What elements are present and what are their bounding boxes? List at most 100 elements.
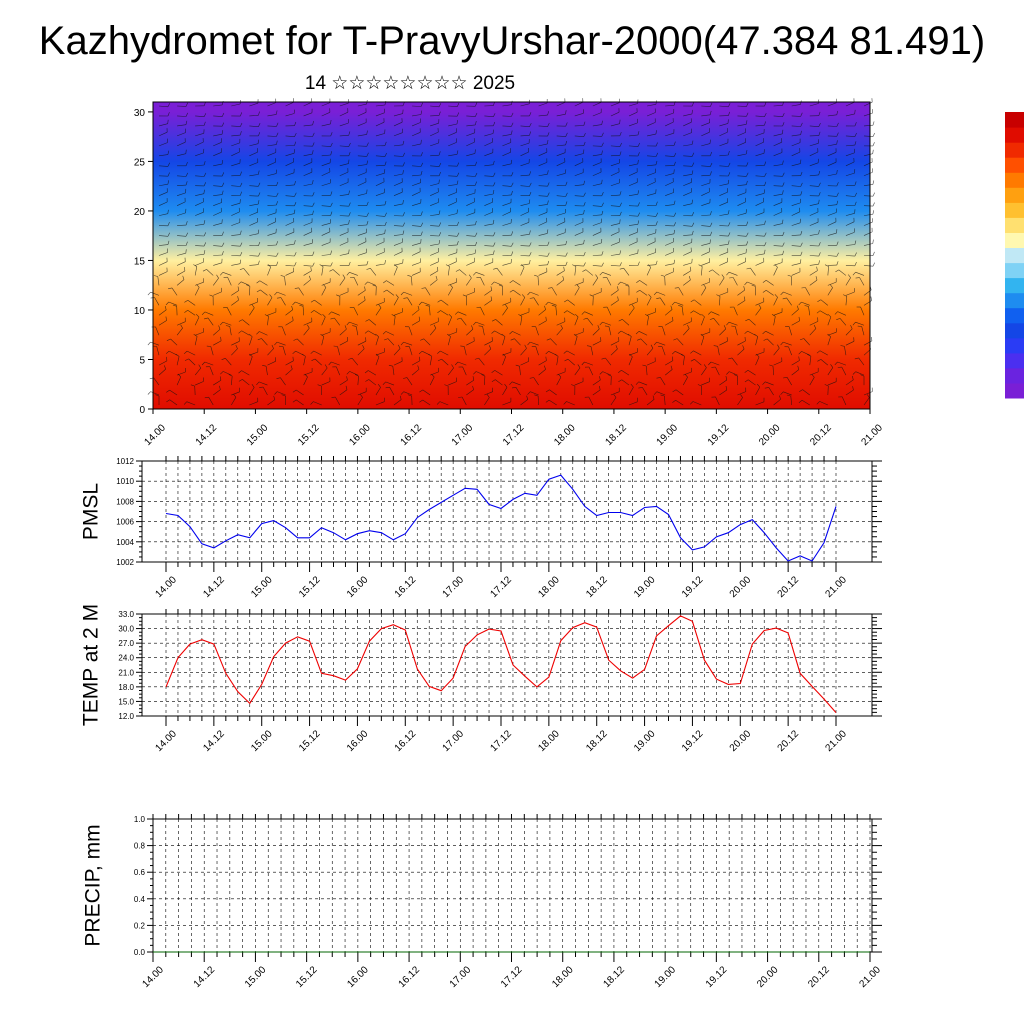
wind-barb (574, 195, 584, 197)
wind-barb-flag (710, 211, 712, 216)
wind-barb-flag (456, 221, 459, 226)
wind-barb-flag (167, 221, 170, 226)
wind-barb (231, 185, 241, 187)
wind-barb (176, 201, 186, 206)
wind-barb (267, 114, 277, 117)
wind-barb (845, 232, 855, 236)
wind-barb (502, 307, 508, 316)
wind-barb-flag (493, 121, 496, 126)
wind-barb (665, 233, 675, 236)
wind-barb-flag (402, 152, 405, 157)
wind-barb-flag (637, 220, 640, 225)
wind-barb (375, 356, 380, 366)
wind-barb (827, 152, 837, 157)
wind-barb (430, 225, 440, 227)
wind-barb-flag (583, 180, 585, 185)
wind-barb-flag (274, 391, 278, 395)
wind-barb (457, 311, 467, 316)
wind-barb (574, 266, 577, 276)
wind-barb (538, 125, 548, 127)
wind-barb-flag (167, 232, 170, 237)
wind-barb-flag (764, 172, 767, 177)
wind-barb-flag (330, 119, 332, 124)
wind-barb-flag (728, 103, 731, 107)
wind-barb (556, 195, 566, 197)
wind-barb-flag (782, 242, 785, 247)
wind-barb-flag (547, 122, 550, 127)
wind-barb-flag (377, 384, 381, 388)
y-tick-label: 15 (134, 256, 146, 267)
wind-barb-flag (547, 241, 550, 246)
wind-barb (719, 251, 728, 256)
wind-barb (683, 251, 692, 256)
wind-barb (701, 336, 705, 346)
wind-barb-flag (571, 384, 576, 387)
wind-barb (425, 287, 431, 296)
wind-barb-flag (502, 353, 506, 357)
wind-barb (791, 104, 801, 107)
wind-barb (665, 121, 674, 127)
wind-barb (303, 231, 312, 236)
wind-barb-flag (407, 394, 412, 397)
wind-barb (339, 111, 349, 117)
wind-barb (674, 301, 684, 306)
wind-barb (448, 142, 457, 147)
wind-barb-flag (364, 370, 369, 374)
wind-barb (646, 267, 652, 276)
x-tick-label: 17.00 (448, 964, 474, 990)
wind-barb (665, 181, 674, 187)
wind-barb (447, 367, 454, 376)
wind-barb (321, 242, 331, 246)
wind-barb (265, 366, 268, 376)
wind-barb-flag (473, 272, 477, 276)
wind-barb-flag (703, 364, 707, 368)
wind-barb (502, 151, 511, 157)
wind-barb-flag (783, 377, 788, 379)
wind-barb (249, 401, 258, 406)
wind-barb-flag (330, 202, 333, 207)
wind-barb-flag (468, 274, 472, 279)
wind-barb-flag (835, 269, 839, 273)
wind-barb (574, 153, 584, 157)
wind-barb-flag (764, 161, 767, 166)
wind-barb-flag (529, 242, 532, 247)
wind-barb-flag (716, 294, 721, 297)
wind-barb-flag (671, 351, 676, 355)
wind-barb-flag (866, 394, 870, 398)
wind-barb-flag (511, 190, 513, 195)
wind-barb (827, 204, 837, 206)
wind-barb-flag (619, 219, 621, 224)
x-tick-label: 20.12 (776, 728, 802, 754)
wind-barb-flag (746, 267, 751, 270)
wind-barb-flag (166, 399, 170, 403)
wind-barb-flag (545, 351, 549, 355)
wind-barb (339, 205, 349, 207)
x-tick-label: 19.12 (680, 574, 706, 600)
wind-barb-flag (824, 384, 829, 387)
wind-barb (683, 132, 692, 137)
wind-barb-flag (240, 182, 243, 187)
x-tick-label: 21.00 (859, 422, 885, 448)
wind-barb (646, 348, 654, 356)
wind-barb (530, 391, 539, 396)
wind-barb-flag (816, 401, 820, 405)
wind-barb-flag (583, 239, 585, 244)
wind-barb-flag (854, 201, 857, 206)
wind-barb (187, 310, 196, 316)
wind-barb (249, 286, 251, 296)
wind-barb-flag (438, 103, 442, 107)
wind-barb-flag (185, 249, 187, 254)
wind-barb-flag (473, 321, 477, 326)
y-tick-label: 15.0 (118, 697, 134, 706)
wind-barb (610, 194, 620, 196)
wind-barb (610, 253, 620, 256)
wind-barb (755, 212, 765, 216)
wind-barb (225, 358, 232, 366)
wind-barb-flag (274, 341, 278, 346)
wind-barb (827, 255, 837, 257)
wind-barb-flag (670, 365, 673, 370)
wind-barb (712, 269, 720, 276)
wind-barb (176, 212, 186, 216)
wind-barb (303, 153, 313, 157)
wind-barb-flag (710, 222, 713, 227)
